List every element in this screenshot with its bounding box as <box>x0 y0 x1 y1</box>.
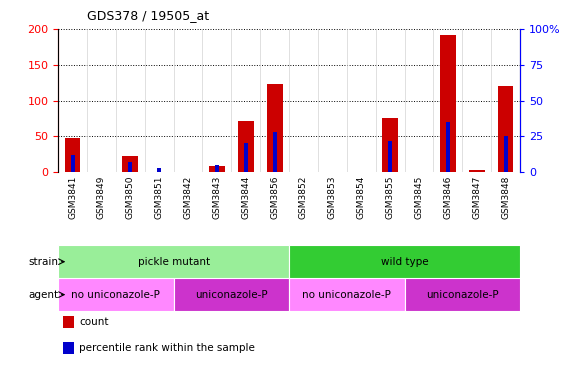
Bar <box>238 121 254 172</box>
Bar <box>469 170 485 172</box>
Text: no uniconazole-P: no uniconazole-P <box>71 290 160 300</box>
Text: strain: strain <box>28 257 58 267</box>
Text: GSM3856: GSM3856 <box>270 176 279 219</box>
Bar <box>289 245 520 278</box>
Bar <box>58 245 289 278</box>
Bar <box>388 141 392 172</box>
Text: GSM3849: GSM3849 <box>97 176 106 219</box>
Text: GSM3844: GSM3844 <box>241 176 250 219</box>
Text: uniconazole-P: uniconazole-P <box>195 290 268 300</box>
Text: pickle mutant: pickle mutant <box>138 257 210 267</box>
Bar <box>504 136 508 172</box>
Text: GSM3841: GSM3841 <box>68 176 77 219</box>
Bar <box>382 119 398 172</box>
Bar <box>63 316 74 328</box>
Text: uniconazole-P: uniconazole-P <box>426 290 498 300</box>
Text: count: count <box>79 317 109 327</box>
Text: GSM3854: GSM3854 <box>357 176 365 219</box>
Text: GSM3845: GSM3845 <box>414 176 424 219</box>
Bar <box>174 278 289 311</box>
Bar <box>267 83 282 172</box>
Text: GSM3843: GSM3843 <box>213 176 221 219</box>
Text: GSM3853: GSM3853 <box>328 176 337 219</box>
Text: agent: agent <box>28 290 58 300</box>
Bar <box>123 156 138 172</box>
Bar <box>497 86 514 172</box>
Bar <box>58 278 174 311</box>
Text: percentile rank within the sample: percentile rank within the sample <box>79 343 254 353</box>
Bar <box>272 132 277 172</box>
Bar <box>128 162 132 172</box>
Bar <box>289 278 404 311</box>
Text: GSM3847: GSM3847 <box>472 176 481 219</box>
Text: GSM3850: GSM3850 <box>125 176 135 219</box>
Text: GSM3846: GSM3846 <box>443 176 453 219</box>
Text: GSM3848: GSM3848 <box>501 176 510 219</box>
Text: GSM3851: GSM3851 <box>155 176 164 219</box>
Bar <box>440 35 456 172</box>
Bar <box>63 342 74 354</box>
Text: GSM3842: GSM3842 <box>184 176 192 219</box>
Bar <box>244 143 248 172</box>
Bar <box>157 168 161 172</box>
Bar <box>64 138 81 172</box>
Bar <box>70 155 74 172</box>
Bar <box>215 165 219 172</box>
Bar <box>446 122 450 172</box>
Text: GDS378 / 19505_at: GDS378 / 19505_at <box>87 9 209 22</box>
Text: GSM3852: GSM3852 <box>299 176 308 219</box>
Text: no uniconazole-P: no uniconazole-P <box>302 290 391 300</box>
Bar <box>404 278 520 311</box>
Text: GSM3855: GSM3855 <box>386 176 394 219</box>
Bar <box>209 166 225 172</box>
Text: wild type: wild type <box>381 257 428 267</box>
